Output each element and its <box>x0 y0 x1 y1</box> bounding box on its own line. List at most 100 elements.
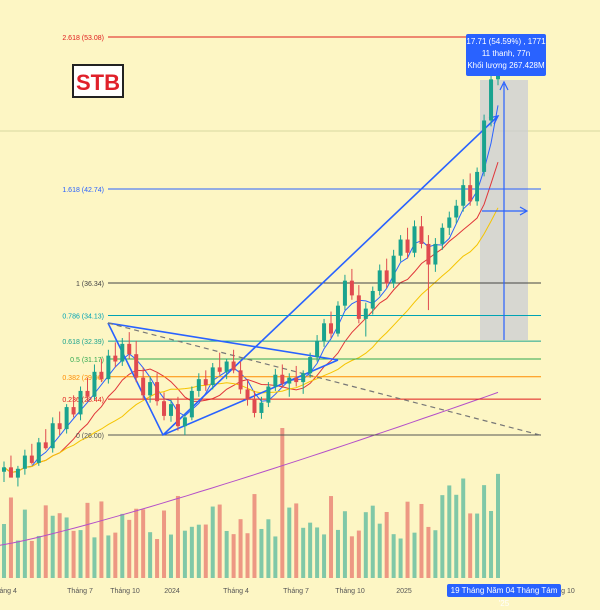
volume-bar-44 <box>308 522 313 578</box>
volume-bar-32 <box>224 530 229 578</box>
fib-label-0: 2.618 (53.08) <box>62 35 104 42</box>
trendlines <box>107 80 541 437</box>
candle-body-26 <box>182 417 187 427</box>
volume-bar-59 <box>412 532 417 578</box>
x-axis-label-6: Tháng 10 <box>335 588 365 595</box>
candle-body-19 <box>134 354 139 378</box>
candle-body-69 <box>482 120 487 172</box>
candle-body-35 <box>245 389 250 400</box>
candle-body-6 <box>43 442 48 449</box>
volume-bar-39 <box>273 536 278 578</box>
volume-bar-17 <box>120 513 125 578</box>
candle-body-62 <box>433 243 438 265</box>
volume-bar-70 <box>489 510 494 578</box>
volume-bar-14 <box>99 501 104 578</box>
volume-bar-35 <box>245 533 250 578</box>
volume-bar-29 <box>203 524 208 578</box>
x-axis-label-7: 2025 <box>396 588 412 595</box>
volume-bar-38 <box>266 519 271 578</box>
measure-info-box: 17.71 (54.59%) , 1771 11 thanh, 77n Khối… <box>466 34 546 76</box>
candle-body-38 <box>266 386 271 403</box>
moving-average-1 <box>3 161 499 474</box>
volume-bar-12 <box>85 502 90 578</box>
candle-body-59 <box>412 226 417 253</box>
candle-body-53 <box>370 290 375 309</box>
dashed-down-trendline <box>107 322 541 436</box>
volume-bar-27 <box>189 526 194 578</box>
candle-body-3 <box>22 455 27 469</box>
volume-bar-15 <box>106 535 111 578</box>
candle-body-10 <box>71 407 76 415</box>
candle-body-64 <box>447 217 452 228</box>
volume-bar-57 <box>398 538 403 578</box>
x-axis-label-5: Tháng 7 <box>283 588 309 595</box>
volume-bar-69 <box>482 485 487 578</box>
volume-bar-1 <box>8 497 13 578</box>
volume-bar-56 <box>391 534 396 578</box>
volume-bar-48 <box>335 529 340 578</box>
measure-horizontal-arrow <box>519 206 529 216</box>
candle-body-14 <box>99 371 104 380</box>
candle-body-63 <box>440 227 445 244</box>
candle-body-66 <box>461 185 466 206</box>
ticker-label: STB <box>72 64 124 98</box>
candle-body-21 <box>148 382 153 396</box>
candle-body-12 <box>85 390 90 397</box>
volume-bar-23 <box>162 510 167 578</box>
volume-bar-62 <box>433 530 438 578</box>
volume-bar-4 <box>29 540 34 578</box>
moving-average-long <box>0 391 499 546</box>
volume-bar-45 <box>315 527 320 578</box>
volume-bar-50 <box>349 536 354 578</box>
volume-bar-46 <box>322 534 327 578</box>
volume-bar-47 <box>329 496 334 578</box>
fib-label-2: 1 (36.34) <box>76 281 104 288</box>
candle-body-52 <box>363 308 368 319</box>
fib-label-5: 0.5 (31.17) <box>70 357 104 364</box>
x-axis-label-3: 2024 <box>164 588 180 595</box>
candle-body-65 <box>454 205 459 218</box>
info-volume: Khối lượng 267.428M <box>467 61 545 70</box>
fib-label-7: 0.236 (28.44) <box>62 397 104 404</box>
moving-averages <box>0 105 499 546</box>
volume-bar-65 <box>454 494 459 578</box>
volume-bar-25 <box>175 495 180 578</box>
moving-average-2 <box>3 207 499 474</box>
volume-bar-52 <box>363 512 368 578</box>
x-axis-label-0: Tháng 4 <box>0 588 17 595</box>
candle-body-68 <box>475 171 480 202</box>
candlesticks <box>2 45 500 487</box>
candle-body-40 <box>280 374 285 384</box>
candle-body-44 <box>308 357 313 374</box>
candle-body-11 <box>78 390 83 415</box>
candle-body-45 <box>315 340 320 358</box>
fib-label-4: 0.618 (32.39) <box>62 339 104 346</box>
volume-bar-55 <box>384 511 389 578</box>
date-range-pill[interactable]: 19 Tháng Năm 04 Tháng Tám '25 <box>447 584 561 608</box>
volume-bar-54 <box>377 523 382 578</box>
candle-body-29 <box>203 379 208 386</box>
candle-body-18 <box>127 343 132 355</box>
volume-bar-60 <box>419 503 424 578</box>
volume-bar-58 <box>405 501 410 578</box>
volume-bar-11 <box>78 530 83 578</box>
volume-bar-68 <box>475 513 480 578</box>
volume-bar-28 <box>196 524 201 578</box>
volume-bar-5 <box>36 535 41 578</box>
volume-bar-22 <box>155 539 160 578</box>
candle-body-39 <box>273 374 278 387</box>
candle-body-8 <box>57 423 62 430</box>
volume-bar-51 <box>356 530 361 578</box>
candle-body-58 <box>405 239 410 253</box>
candle-body-56 <box>391 255 396 284</box>
triangle-top-line <box>107 322 339 361</box>
main-up-trendline <box>162 115 499 436</box>
candle-body-4 <box>29 455 34 463</box>
volume-bar-42 <box>294 503 299 578</box>
candle-body-49 <box>342 280 347 306</box>
volume-bar-6 <box>43 505 48 578</box>
candle-body-31 <box>217 367 222 372</box>
candle-body-51 <box>356 295 361 319</box>
fib-label-6: 0.382 (29.96) <box>62 375 104 382</box>
